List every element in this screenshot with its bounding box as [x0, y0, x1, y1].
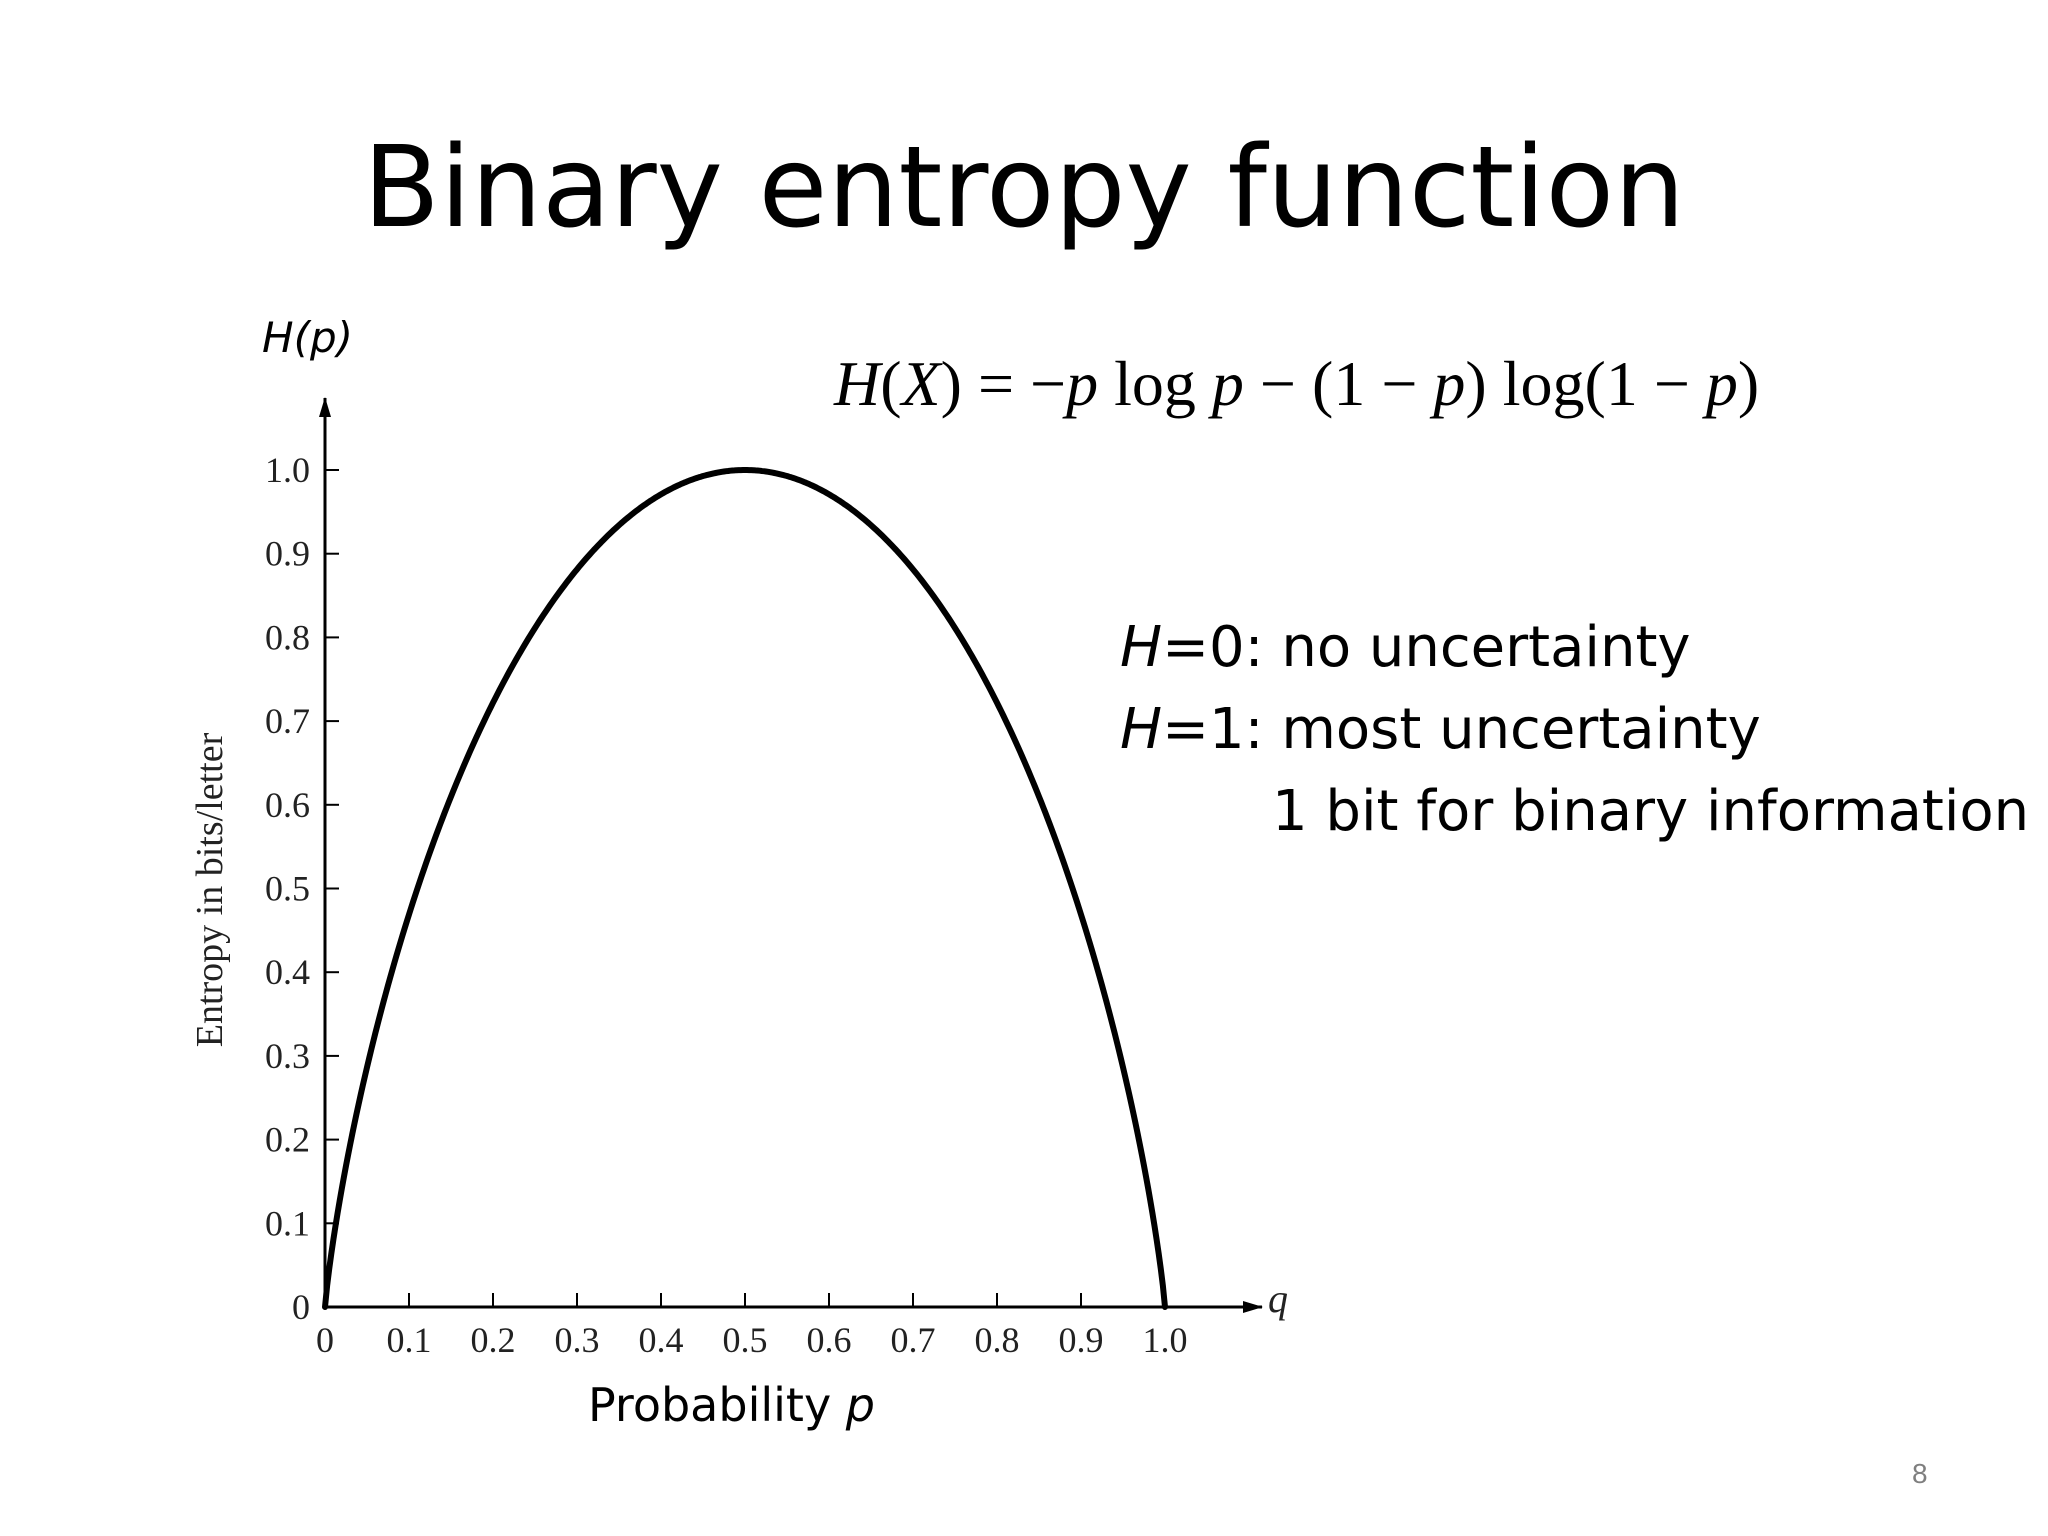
formula-part: H: [834, 348, 881, 419]
formula-part: ): [940, 348, 962, 419]
formula-part: (: [880, 348, 902, 419]
y-tick-label: 0.7: [265, 701, 310, 741]
y-tick-label: 1.0: [265, 450, 310, 490]
uncertainty-notes: H=0: no uncertainty H=1: most uncertaint…: [1120, 607, 2029, 853]
y-axis-symbol: H(p): [262, 313, 354, 362]
page-number: 8: [1912, 1458, 1928, 1489]
note-symbol: H: [1120, 615, 1163, 680]
y-tick-label: 0.4: [265, 952, 310, 992]
y-tick-label: 0: [292, 1287, 310, 1327]
x-tick-label: 0.1: [387, 1320, 432, 1360]
chart-ticks: 0 0.1 0.2 0.3 0.4 0.5 0.6 0.7 0.8 0.9 1.0 0 0.1 0.2 0.…: [265, 450, 1188, 1360]
formula-part: = −: [961, 348, 1067, 419]
y-tick-label: 0.1: [265, 1203, 310, 1243]
note-line: H=0: no uncertainty: [1120, 607, 2029, 689]
formula-part: X: [901, 348, 941, 419]
slide-title: Binary entropy function: [363, 123, 1685, 253]
note-text: =1: most uncertainty: [1162, 697, 1761, 762]
y-tick-label: 0.2: [265, 1120, 310, 1160]
x-tick-label: 0.3: [555, 1320, 600, 1360]
formula-part: p: [1433, 348, 1466, 419]
y-axis-label: Entropy in bits/letter: [189, 732, 231, 1047]
x-axis-label-text: Probability: [588, 1378, 846, 1432]
x-tick-label: 0: [316, 1320, 334, 1360]
x-tick-label: 0.9: [1059, 1320, 1104, 1360]
formula-part: ): [1465, 348, 1487, 419]
y-tick-label: 0.6: [265, 785, 310, 825]
chart-axes: [319, 397, 1263, 1313]
x-tick-label: 0.5: [723, 1320, 768, 1360]
formula-part: p: [1066, 348, 1099, 419]
y-tick-label: 0.8: [265, 617, 310, 657]
y-tick-label: 0.9: [265, 534, 310, 574]
note-line: 1 bit for binary information: [1120, 771, 2029, 853]
x-tick-label: 0.4: [639, 1320, 684, 1360]
y-tick-label: 0.3: [265, 1036, 310, 1076]
y-tick-label: 0.5: [265, 869, 310, 909]
formula-part: ): [1737, 348, 1760, 419]
formula-part: − (1 −: [1243, 348, 1434, 419]
formula-part: log: [1098, 348, 1212, 419]
x-tick-label: 0.2: [471, 1320, 516, 1360]
formula-part: p: [1211, 348, 1244, 419]
formula-part: log(1 −: [1486, 348, 1706, 419]
x-tick-label: 0.8: [975, 1320, 1020, 1360]
entropy-curve: [322, 467, 1168, 1310]
x-tick-label: 0.6: [807, 1320, 852, 1360]
x-axis-label: Probability p: [588, 1378, 875, 1432]
entropy-formula: H(X) = −p log p − (1 − p) log(1 − p): [834, 352, 1759, 416]
x-tick-label: 1.0: [1143, 1320, 1188, 1360]
x-axis-end-label: q: [1268, 1276, 1288, 1321]
note-symbol: H: [1120, 697, 1163, 762]
note-line: H=1: most uncertainty: [1120, 689, 2029, 771]
x-axis-label-var: p: [845, 1378, 875, 1432]
note-text: 1 bit for binary information: [1272, 779, 2030, 844]
note-text: =0: no uncertainty: [1162, 615, 1691, 680]
formula-part: p: [1705, 348, 1738, 419]
x-tick-label: 0.7: [891, 1320, 936, 1360]
